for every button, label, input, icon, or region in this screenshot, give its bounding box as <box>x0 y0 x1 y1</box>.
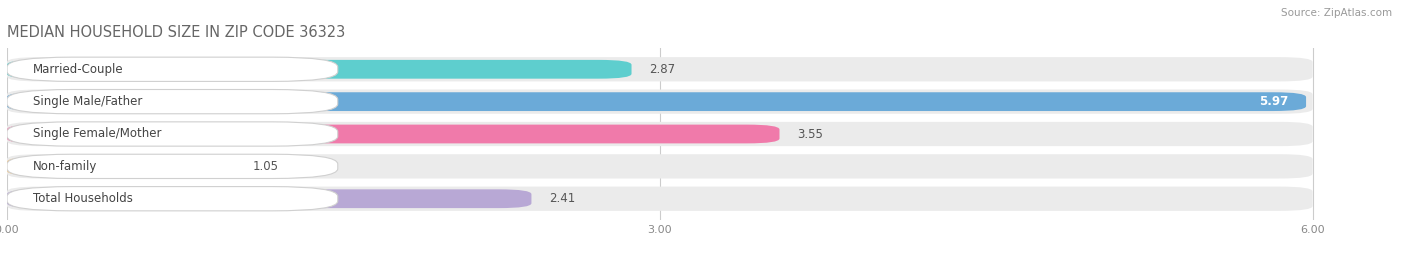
FancyBboxPatch shape <box>7 187 1313 211</box>
FancyBboxPatch shape <box>7 90 337 114</box>
FancyBboxPatch shape <box>7 157 236 176</box>
Text: 2.41: 2.41 <box>548 192 575 205</box>
Text: Single Male/Father: Single Male/Father <box>34 95 142 108</box>
FancyBboxPatch shape <box>7 57 1313 81</box>
Text: Source: ZipAtlas.com: Source: ZipAtlas.com <box>1281 8 1392 18</box>
Text: Single Female/Mother: Single Female/Mother <box>34 128 162 140</box>
Text: MEDIAN HOUSEHOLD SIZE IN ZIP CODE 36323: MEDIAN HOUSEHOLD SIZE IN ZIP CODE 36323 <box>7 25 346 40</box>
Text: Married-Couple: Married-Couple <box>34 63 124 76</box>
FancyBboxPatch shape <box>7 60 631 79</box>
FancyBboxPatch shape <box>7 125 779 143</box>
Text: Non-family: Non-family <box>34 160 97 173</box>
Text: Total Households: Total Households <box>34 192 134 205</box>
FancyBboxPatch shape <box>7 187 337 211</box>
FancyBboxPatch shape <box>7 57 337 81</box>
FancyBboxPatch shape <box>7 154 337 178</box>
Text: 1.05: 1.05 <box>253 160 278 173</box>
FancyBboxPatch shape <box>7 90 1313 114</box>
Text: 5.97: 5.97 <box>1260 95 1289 108</box>
FancyBboxPatch shape <box>7 122 337 146</box>
Text: 2.87: 2.87 <box>650 63 675 76</box>
FancyBboxPatch shape <box>7 189 531 208</box>
FancyBboxPatch shape <box>7 154 1313 178</box>
FancyBboxPatch shape <box>7 122 1313 146</box>
Text: 3.55: 3.55 <box>797 128 823 140</box>
FancyBboxPatch shape <box>7 92 1306 111</box>
